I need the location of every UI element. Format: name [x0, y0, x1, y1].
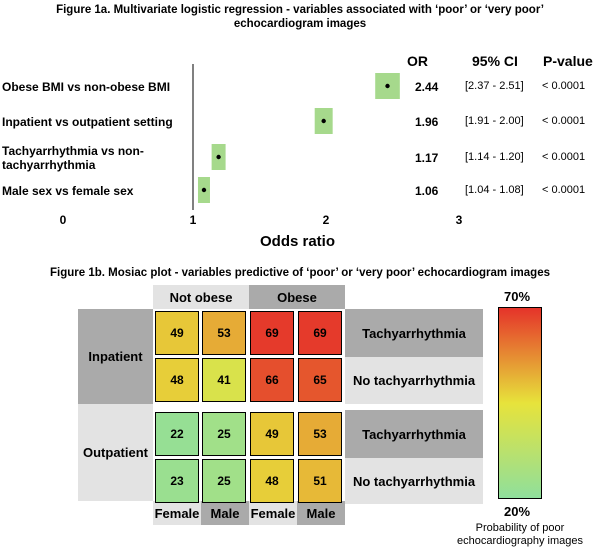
setting-band-outpatient: Outpatient [78, 404, 153, 501]
rhythm-band-tachy-outpatient: Tachyarrhythmia [345, 410, 483, 458]
heatmap-cell-r4-c4: 51 [298, 459, 342, 503]
or-value-tachyarrhythmia: 1.17 [415, 151, 439, 165]
heatmap-cell-r1-c3: 69 [250, 311, 294, 355]
obesity-header-obese: Obese [249, 285, 345, 309]
legend-min-label: 20% [504, 504, 531, 519]
rhythm-band-no-tachy-outpatient: No tachyarrhythmia [345, 458, 483, 504]
x-tick-2: 2 [322, 213, 330, 227]
legend-caption-line2: echocardiography images [457, 535, 583, 547]
heatmap-cell-r3-c2: 25 [202, 412, 246, 456]
forest-row-label-male-sex: Male sex vs female sex [2, 184, 134, 198]
forest-row-label-tachyarrhythmia-line1: Tachyarrhythmia vs non- [2, 144, 144, 158]
x-tick-1: 1 [189, 213, 197, 227]
x-axis-label: Odds ratio [260, 233, 336, 250]
or-value-inpatient: 1.96 [415, 115, 439, 129]
figure-1a-title: Figure 1a. Multivariate logistic regress… [56, 4, 544, 30]
pvalue-inpatient: < 0.0001 [542, 115, 586, 127]
sex-label-male-obese: Male [297, 501, 345, 525]
heatmap-cell-r2-c1: 48 [155, 358, 199, 402]
or-value-obese: 2.44 [415, 80, 439, 94]
figure-1b-title: Figure 1b. Mosiac plot - variables predi… [50, 267, 550, 279]
or-point-tachyarrhythmia [216, 154, 221, 160]
rhythm-band-no-tachy-inpatient: No tachyarrhythmia [345, 357, 483, 404]
heatmap-cell-r3-c3: 49 [250, 412, 294, 456]
ci-value-male-sex: [1.04 - 1.08] [465, 184, 524, 196]
pvalue-male-sex: < 0.0001 [542, 184, 586, 196]
heatmap-cell-r2-c2: 41 [202, 358, 246, 402]
heatmap-cell-r2-c4: 65 [298, 358, 342, 402]
sex-label-female-obese: Female [249, 501, 297, 525]
ci-value-obese: [2.37 - 2.51] [465, 80, 524, 92]
heatmap-cell-r4-c3: 48 [250, 459, 294, 503]
heatmap-cell-r2-c3: 66 [250, 358, 294, 402]
pvalue-tachyarrhythmia: < 0.0001 [542, 151, 586, 163]
ci-value-inpatient: [1.91 - 2.00] [465, 115, 524, 127]
ci-value-tachyarrhythmia: [1.14 - 1.20] [465, 151, 524, 163]
or-value-male-sex: 1.06 [415, 184, 439, 198]
or-column-header: OR [407, 53, 428, 69]
forest-row-label-tachyarrhythmia-line2: tachyarrhythmia [2, 158, 96, 172]
x-tick-3: 3 [455, 213, 463, 227]
forest-row-label-inpatient: Inpatient vs outpatient setting [2, 115, 173, 129]
legend-caption-line1: Probability of poor [475, 522, 565, 534]
pvalue-column-header: P-value [543, 53, 593, 69]
ci-column-header: 95% CI [472, 53, 518, 69]
sex-label-female-not-obese: Female [153, 501, 201, 525]
sex-label-male-not-obese: Male [201, 501, 249, 525]
forest-row-label-obese: Obese BMI vs non-obese BMI [2, 80, 171, 94]
rhythm-band-tachy-inpatient: Tachyarrhythmia [345, 309, 483, 357]
or-point-inpatient [321, 118, 326, 124]
color-scale-bar [498, 307, 542, 499]
x-tick-0: 0 [59, 213, 67, 227]
heatmap-cell-r4-c2: 25 [202, 459, 246, 503]
or-point-obese [385, 83, 390, 89]
legend-max-label: 70% [504, 289, 531, 304]
legend-caption: Probability of poor echocardiography ima… [440, 522, 597, 548]
heatmap-cell-r1-c2: 53 [202, 311, 246, 355]
or-point-male-sex [201, 187, 207, 193]
heatmap-cell-r1-c4: 69 [298, 311, 342, 355]
setting-band-inpatient: Inpatient [78, 309, 153, 404]
forest-plot [192, 64, 400, 210]
heatmap-cell-r3-c1: 22 [155, 412, 199, 456]
heatmap-cell-r4-c1: 23 [155, 459, 199, 503]
pvalue-obese: < 0.0001 [542, 80, 586, 92]
forest-row-label-tachyarrhythmia: Tachyarrhythmia vs non- tachyarrhythmia [2, 144, 144, 172]
obesity-header-not-obese: Not obese [153, 285, 249, 309]
heatmap-cell-r3-c4: 53 [298, 412, 342, 456]
heatmap-cell-r1-c1: 49 [155, 311, 199, 355]
